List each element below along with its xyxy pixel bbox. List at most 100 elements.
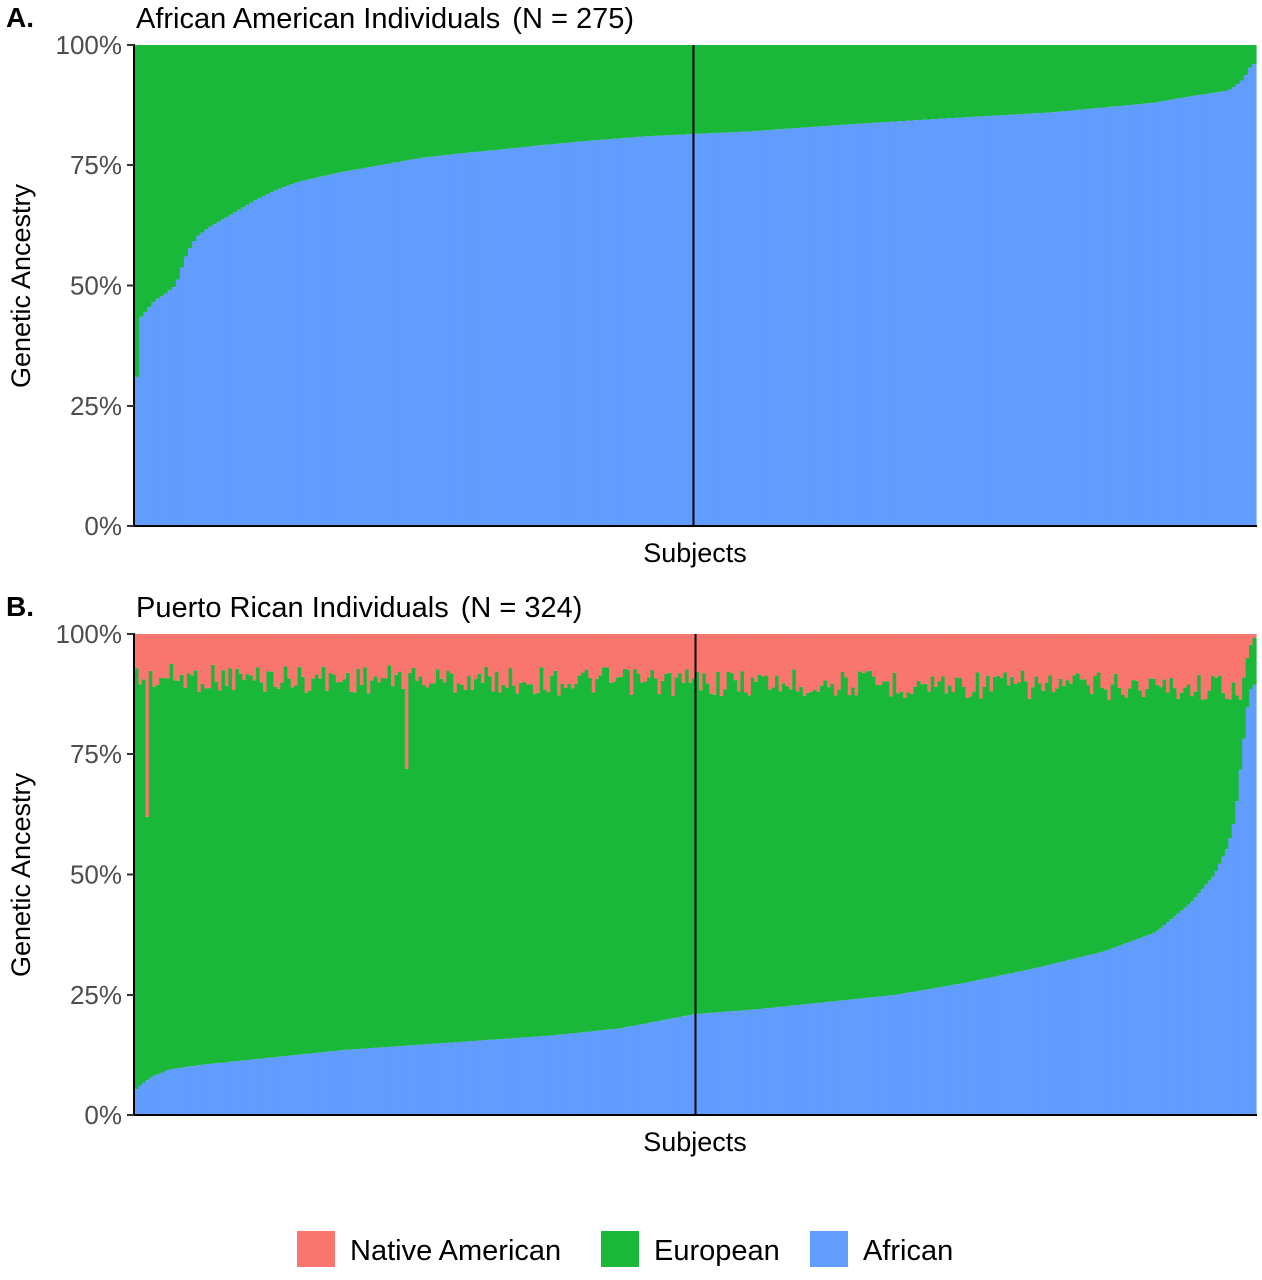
bar-native-american xyxy=(698,634,704,691)
bar-african xyxy=(522,1037,527,1115)
bar-native-american xyxy=(190,634,195,676)
bar-native-american xyxy=(1110,634,1115,685)
bar-european xyxy=(854,695,859,999)
bar-native-american xyxy=(200,634,205,684)
bar-native-american xyxy=(951,634,956,693)
bar-european xyxy=(370,680,375,1049)
bar-european xyxy=(954,45,960,118)
bar-european xyxy=(442,682,447,1043)
bar-native-american xyxy=(1107,634,1112,701)
bar-european xyxy=(253,45,258,201)
bar-african xyxy=(775,1007,780,1115)
bar-native-american xyxy=(972,634,977,692)
bar-african xyxy=(1117,945,1122,1115)
legend-label-european: European xyxy=(654,1235,780,1267)
bar-native-american xyxy=(252,634,257,681)
bar-african xyxy=(1015,114,1021,527)
bar-european xyxy=(920,684,925,991)
bar-native-american xyxy=(321,634,326,667)
bar-african xyxy=(444,154,450,526)
bar-native-american xyxy=(307,634,313,691)
bar-african xyxy=(373,1047,378,1115)
bar-african xyxy=(733,1010,738,1115)
bar-european xyxy=(155,684,160,1075)
bar-european xyxy=(885,681,890,996)
bar-european xyxy=(321,666,326,1053)
bar-african xyxy=(212,224,218,527)
bar-european xyxy=(1252,637,1257,685)
bar-african xyxy=(583,141,589,527)
bar-european xyxy=(740,671,745,1011)
bar-european xyxy=(539,667,544,1037)
bar-native-american xyxy=(944,634,949,694)
bar-native-american xyxy=(615,634,620,678)
bar-european xyxy=(1007,45,1013,115)
bar-european xyxy=(287,678,292,1056)
bar-african xyxy=(457,153,462,526)
bar-african xyxy=(298,181,303,526)
bar-african xyxy=(737,1010,742,1115)
bar-european xyxy=(543,690,548,1036)
bar-european xyxy=(342,679,347,1050)
bar-native-american xyxy=(1134,634,1139,681)
bar-european xyxy=(411,667,416,1046)
bar-european xyxy=(968,696,973,982)
bar-african xyxy=(519,1037,524,1115)
bar-african xyxy=(757,1009,762,1115)
bar-european xyxy=(373,676,378,1048)
bar-european xyxy=(484,667,489,1041)
bar-european xyxy=(236,45,242,210)
bar-native-american xyxy=(958,634,963,678)
bar-african xyxy=(183,256,189,526)
panel-b-title: Puerto Rican Individuals xyxy=(136,592,449,624)
bar-native-american xyxy=(1124,634,1129,698)
bar-native-american xyxy=(968,634,973,697)
panel-b: B. Puerto Rican Individuals (N = 324) 0% … xyxy=(6,591,1257,1157)
bar-european xyxy=(910,693,915,993)
bar-african xyxy=(1172,916,1178,1115)
bar-european xyxy=(356,668,361,1049)
bar-european xyxy=(542,45,548,145)
bar-african xyxy=(342,1049,347,1115)
bar-european xyxy=(995,45,1000,116)
bar-european xyxy=(1083,679,1088,957)
bar-african xyxy=(560,1034,565,1115)
bar-native-american xyxy=(726,634,731,672)
bar-african xyxy=(564,1034,569,1115)
bar-african xyxy=(1092,108,1098,527)
bar-european xyxy=(733,680,738,1011)
bar-african xyxy=(563,142,568,526)
bar-african xyxy=(391,162,397,526)
bar-native-american xyxy=(1027,634,1032,699)
bar-european xyxy=(979,698,984,980)
bar-native-american xyxy=(830,634,835,684)
bar-african xyxy=(819,126,825,527)
bar-european xyxy=(501,45,507,150)
bar-native-american xyxy=(847,634,852,696)
bar-european xyxy=(1069,683,1074,960)
bar-african xyxy=(147,307,152,526)
bar-african xyxy=(723,1011,728,1115)
bar-european xyxy=(377,682,382,1048)
bar-european xyxy=(648,45,654,137)
bar-african xyxy=(422,1044,427,1115)
bar-european xyxy=(619,676,624,1029)
bar-african xyxy=(1083,956,1088,1115)
bar-african xyxy=(240,207,246,526)
bar-european xyxy=(970,45,976,117)
bar-native-american xyxy=(432,634,437,684)
bar-european xyxy=(761,676,766,1009)
bar-european xyxy=(1117,687,1122,946)
bar-african xyxy=(664,135,670,527)
bar-european xyxy=(705,683,710,1014)
bar-african xyxy=(1103,950,1108,1115)
bar-european xyxy=(163,45,169,294)
bar-european xyxy=(169,663,174,1070)
bar-european xyxy=(375,45,381,166)
bar-european xyxy=(1152,678,1157,933)
bar-african xyxy=(505,148,511,527)
bar-african xyxy=(460,1041,465,1115)
bar-african xyxy=(673,134,678,526)
bar-native-american xyxy=(768,634,773,690)
bar-european xyxy=(1121,694,1126,945)
